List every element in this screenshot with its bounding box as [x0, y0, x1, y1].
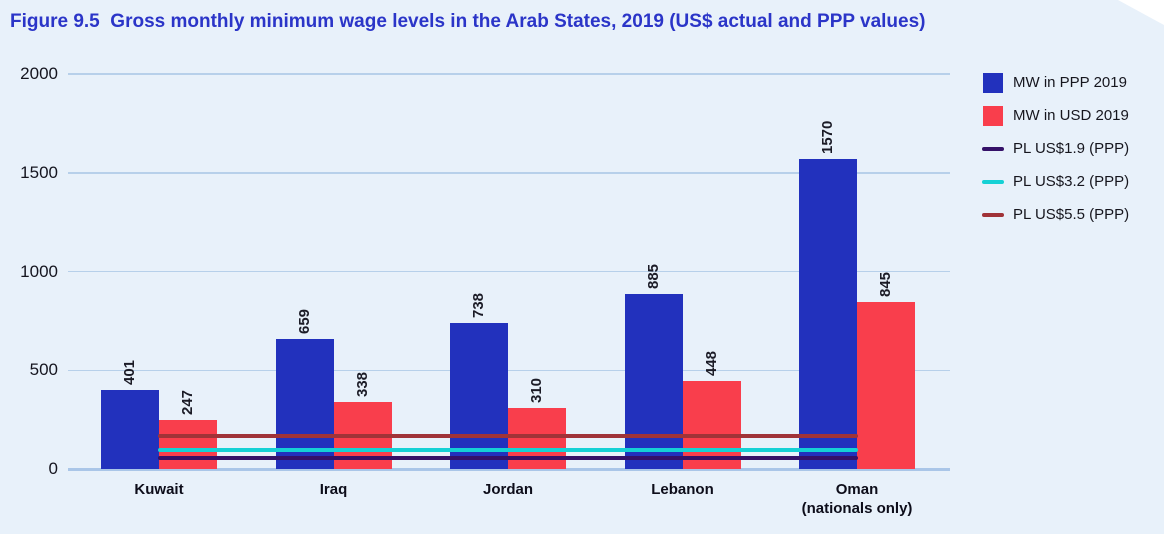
legend-label-pl-5-5: PL US$5.5 (PPP)	[1013, 206, 1130, 223]
gridline-1000	[68, 270, 950, 273]
bar-value-label: 247	[179, 390, 196, 416]
legend-line-pl-5-5-icon	[982, 212, 1004, 217]
bar-value-label: 885	[644, 264, 662, 290]
bar-jordan-ppp	[450, 323, 508, 469]
gridline-500	[68, 369, 950, 371]
gridline-1500	[68, 172, 950, 174]
legend-item-mw-usd: MW in USD 2019	[983, 105, 1129, 126]
legend-swatch-mw-usd-icon	[983, 105, 1003, 126]
legend-label-pl-1-9: PL US$1.9 (PPP)	[1013, 140, 1130, 157]
x-axis-category-label-kuwait: Kuwait	[134, 481, 184, 498]
y-axis-tick-label-500: 500	[29, 360, 58, 380]
legend-item-pl-5-5: PL US$5.5 (PPP)	[982, 204, 1130, 225]
legend-line-pl-1-9-icon	[982, 146, 1004, 151]
y-axis-tick-label-2000: 2000	[20, 64, 58, 83]
x-axis-category-label-iraq: Iraq	[319, 481, 348, 498]
figure-title: Figure 9.5 Gross monthly minimum wage le…	[10, 11, 926, 32]
y-axis-tick-label-1500: 1500	[20, 162, 58, 182]
legend-item-mw-ppp: MW in PPP 2019	[983, 72, 1129, 93]
bar-jordan-usd	[508, 407, 566, 469]
bar-lebanon-ppp	[624, 294, 683, 469]
bar-value-label: 659	[295, 308, 313, 334]
bar-kuwait-usd	[159, 420, 217, 469]
legend-item-pl-3-2: PL US$3.2 (PPP)	[982, 171, 1130, 192]
legend-label-mw-ppp: MW in PPP 2019	[1013, 74, 1127, 91]
bar-value-label: 401	[121, 359, 138, 385]
bar-value-label: 738	[470, 293, 487, 319]
legend-label-pl-3-2: PL US$3.2 (PPP)	[1013, 173, 1130, 190]
x-axis-category-label-lebanon: Lebanon	[651, 481, 714, 498]
bar-value-label: 845	[877, 272, 894, 298]
gridline-2000	[68, 73, 950, 75]
x-axis-line	[68, 467, 950, 471]
bar-value-label: 1570	[819, 120, 836, 154]
bar-value-label: 448	[702, 350, 720, 376]
x-axis-category-label-jordan: Jordan	[482, 481, 533, 498]
legend-label-mw-usd: MW in USD 2019	[1013, 107, 1129, 124]
poverty-line-5.5	[158, 434, 858, 439]
legend-item-pl-1-9: PL US$1.9 (PPP)	[982, 138, 1130, 159]
bar-iraq-ppp	[275, 338, 334, 469]
bar-value-label: 310	[528, 377, 545, 403]
bar-value-label: 338	[353, 372, 371, 398]
bar-oman-usd	[857, 302, 915, 469]
legend-line-pl-3-2-icon	[982, 179, 1004, 184]
bar-kuwait-ppp	[101, 389, 159, 469]
y-axis-tick-label-1000: 1000	[20, 261, 58, 281]
poverty-line-3.2	[158, 447, 858, 452]
legend: MW in PPP 2019 MW in USD 2019 PL US$1.9 …	[982, 72, 1130, 225]
bar-oman-ppp	[799, 158, 857, 469]
legend-swatch-mw-ppp-icon	[983, 72, 1003, 93]
x-axis-category-label-oman: Oman (nationals only)	[801, 481, 913, 517]
poverty-line-1.9	[158, 455, 858, 460]
y-axis-tick-label-0: 0	[48, 459, 58, 478]
bar-lebanon-usd	[682, 380, 741, 469]
